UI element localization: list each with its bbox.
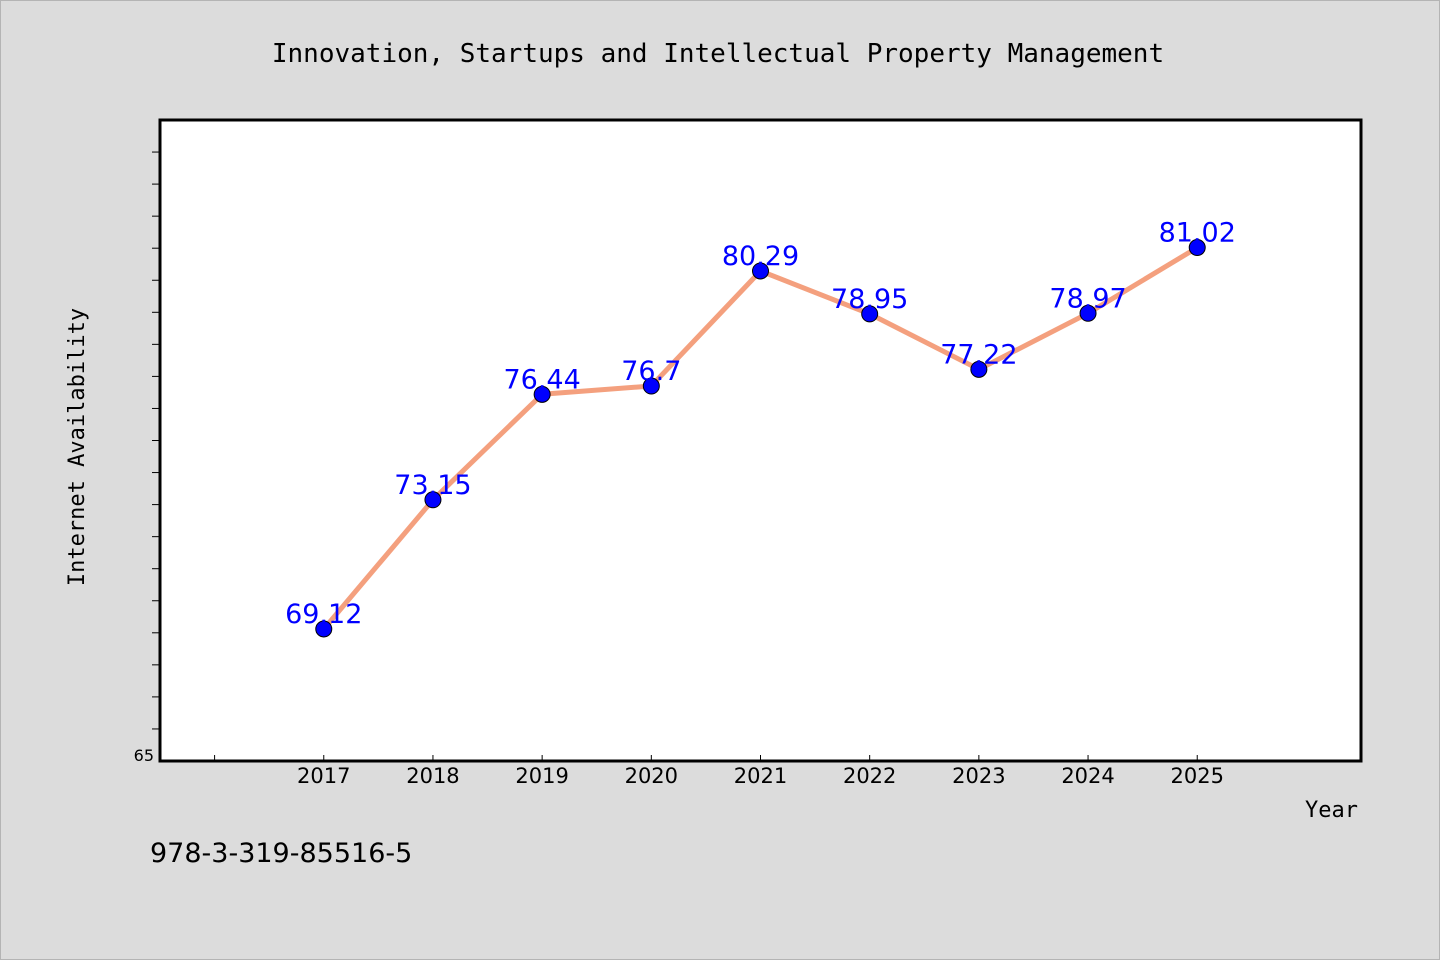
x-axis-label: Year <box>1305 798 1358 823</box>
chart-title: Innovation, Startups and Intellectual Pr… <box>272 39 1164 69</box>
data-label: 78.97 <box>1049 283 1126 314</box>
x-tick-label: 2019 <box>515 764 568 788</box>
x-tick-label: 2022 <box>843 764 896 788</box>
data-point <box>752 262 769 280</box>
data-point <box>1188 239 1206 257</box>
data-point <box>424 491 442 509</box>
y-axis-label: Internet Availability <box>65 308 90 586</box>
footer-isbn: 978-3-319-85516-5 <box>150 838 412 869</box>
x-tick-label: 2021 <box>734 764 787 788</box>
x-tick-label: 2025 <box>1171 764 1224 788</box>
data-point <box>861 305 879 323</box>
data-label: 80.29 <box>722 241 799 272</box>
x-axis-ticks: 2017 2018 2019 2020 2021 2022 2023 2024 2025 <box>214 755 1224 788</box>
y-axis-ticks: 65 <box>134 151 160 765</box>
data-label: 78.95 <box>831 284 908 315</box>
x-tick-label: 2024 <box>1061 764 1114 788</box>
data-label: 77.22 <box>940 339 1017 370</box>
x-tick-label: 2017 <box>297 764 350 788</box>
x-tick-label: 2023 <box>952 764 1005 788</box>
data-label: 81.02 <box>1159 218 1236 249</box>
plot-area <box>158 118 1363 763</box>
data-point <box>642 377 660 395</box>
data-label: 73.15 <box>394 470 471 501</box>
data-point <box>1079 304 1097 322</box>
data-point <box>533 385 551 403</box>
y-tick-label: 65 <box>134 746 154 765</box>
data-point <box>970 360 988 378</box>
data-label: 76.44 <box>503 364 580 395</box>
data-label: 76.7 <box>621 356 681 387</box>
data-point <box>315 620 333 638</box>
data-label: 69.12 <box>285 599 362 630</box>
x-tick-label: 2018 <box>406 764 459 788</box>
series-layer: 69.12 73.15 76.44 76.7 80.29 78.95 77.22 78.97 8… <box>285 218 1236 638</box>
x-tick-label: 2020 <box>625 764 678 788</box>
